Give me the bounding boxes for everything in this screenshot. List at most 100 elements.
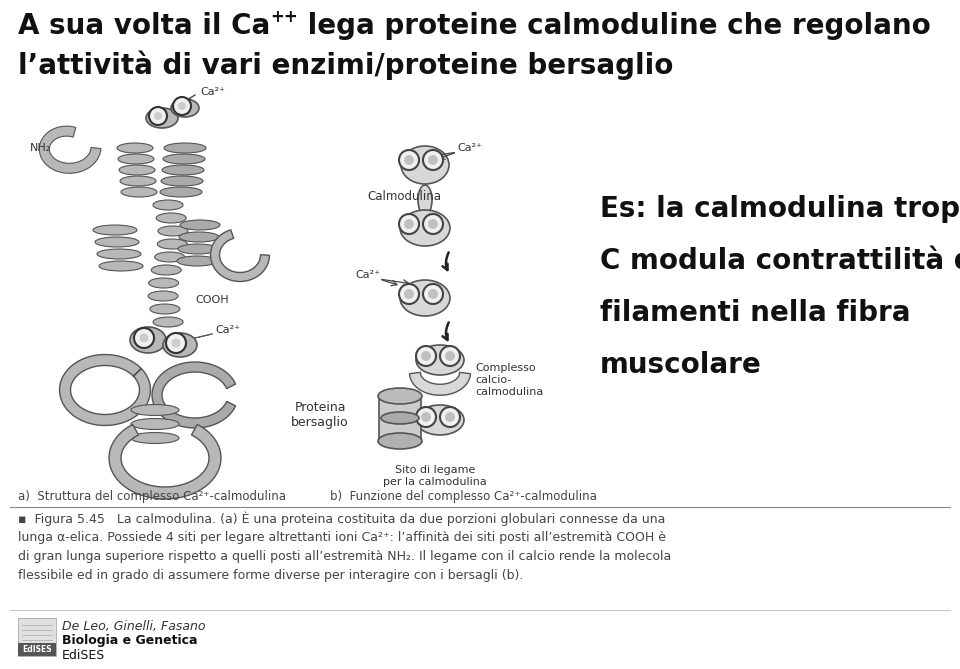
Ellipse shape: [400, 210, 450, 246]
Polygon shape: [152, 362, 235, 428]
Polygon shape: [410, 373, 470, 395]
Text: lunga α-elica. Possiede 4 siti per legare altrettanti ioni Ca²⁺: l’affinità dei : lunga α-elica. Possiede 4 siti per legar…: [18, 531, 666, 544]
Ellipse shape: [131, 405, 179, 415]
Text: Ca²⁺: Ca²⁺: [457, 143, 482, 153]
Text: Complesso
calcio-
calmodulina: Complesso calcio- calmodulina: [475, 363, 543, 397]
Circle shape: [166, 333, 186, 353]
Ellipse shape: [124, 179, 156, 185]
Text: Sito di legame
per la calmodulina: Sito di legame per la calmodulina: [383, 465, 487, 486]
Polygon shape: [60, 355, 151, 425]
Ellipse shape: [184, 223, 220, 229]
Ellipse shape: [123, 167, 155, 175]
Text: C modula contrattilità dei: C modula contrattilità dei: [600, 247, 960, 275]
Ellipse shape: [121, 187, 157, 197]
Ellipse shape: [163, 333, 197, 357]
Polygon shape: [109, 424, 221, 499]
Ellipse shape: [416, 405, 464, 435]
Circle shape: [154, 112, 162, 120]
Ellipse shape: [381, 412, 419, 424]
Ellipse shape: [135, 421, 179, 429]
Ellipse shape: [152, 265, 181, 275]
Ellipse shape: [99, 240, 139, 246]
Text: A sua volta il Ca: A sua volta il Ca: [18, 12, 271, 40]
Circle shape: [178, 102, 186, 110]
Circle shape: [428, 155, 438, 165]
Text: b)  Funzione del complesso Ca²⁺-calmodulina: b) Funzione del complesso Ca²⁺-calmoduli…: [330, 490, 597, 503]
Text: NH₂: NH₂: [30, 143, 51, 153]
Ellipse shape: [401, 146, 449, 184]
Bar: [18, 618, 56, 656]
Ellipse shape: [131, 419, 179, 429]
Circle shape: [399, 150, 419, 170]
Text: ▪  Figura 5.45   La calmodulina. (a) È una proteina costituita da due porzioni g: ▪ Figura 5.45 La calmodulina. (a) È una …: [18, 512, 665, 527]
Circle shape: [416, 346, 436, 366]
Circle shape: [423, 284, 443, 304]
Ellipse shape: [171, 99, 199, 117]
Circle shape: [428, 289, 438, 299]
Circle shape: [440, 346, 460, 366]
Ellipse shape: [162, 165, 204, 175]
Text: EdISES: EdISES: [22, 646, 52, 654]
Circle shape: [173, 97, 191, 115]
Ellipse shape: [97, 227, 137, 235]
Ellipse shape: [177, 256, 217, 266]
Text: ++: ++: [271, 8, 298, 26]
Ellipse shape: [157, 239, 187, 249]
Text: Proteina
bersaglio: Proteina bersaglio: [291, 401, 348, 429]
Ellipse shape: [153, 317, 183, 327]
Circle shape: [139, 334, 149, 343]
Ellipse shape: [158, 226, 188, 236]
Circle shape: [134, 328, 154, 348]
Ellipse shape: [118, 154, 154, 164]
Ellipse shape: [125, 189, 157, 197]
Ellipse shape: [153, 200, 183, 210]
Ellipse shape: [99, 261, 143, 271]
Circle shape: [423, 150, 443, 170]
Polygon shape: [210, 230, 270, 282]
Circle shape: [445, 412, 455, 422]
Text: muscolare: muscolare: [600, 351, 761, 379]
Bar: [18, 643, 56, 656]
Ellipse shape: [181, 258, 217, 266]
Ellipse shape: [183, 235, 219, 242]
Ellipse shape: [160, 187, 202, 197]
Ellipse shape: [378, 433, 422, 449]
Circle shape: [172, 339, 180, 347]
Circle shape: [149, 107, 167, 125]
Ellipse shape: [103, 264, 143, 270]
Text: EdiSES: EdiSES: [62, 649, 106, 662]
FancyBboxPatch shape: [379, 393, 421, 444]
Ellipse shape: [164, 189, 202, 197]
Ellipse shape: [97, 249, 141, 259]
Text: Es: la calmodulina troponina: Es: la calmodulina troponina: [600, 195, 960, 223]
Polygon shape: [39, 126, 101, 173]
Circle shape: [404, 289, 414, 299]
Text: flessibile ed in grado di assumere forme diverse per interagire con i bersagli (: flessibile ed in grado di assumere forme…: [18, 569, 523, 582]
Ellipse shape: [117, 143, 153, 153]
Ellipse shape: [179, 232, 219, 242]
Ellipse shape: [165, 179, 203, 185]
Ellipse shape: [131, 432, 179, 444]
Ellipse shape: [146, 108, 178, 128]
Ellipse shape: [148, 291, 179, 301]
Circle shape: [421, 412, 431, 422]
Ellipse shape: [93, 225, 137, 235]
Text: Ca²⁺: Ca²⁺: [215, 325, 240, 335]
Circle shape: [404, 155, 414, 165]
Ellipse shape: [182, 246, 218, 254]
Text: COOH: COOH: [195, 295, 228, 305]
Ellipse shape: [121, 145, 153, 153]
Ellipse shape: [168, 145, 206, 153]
Text: l’attività di vari enzimi/proteine bersaglio: l’attività di vari enzimi/proteine bersa…: [18, 50, 673, 80]
Ellipse shape: [167, 157, 205, 163]
Ellipse shape: [149, 278, 179, 288]
Circle shape: [445, 351, 455, 361]
Ellipse shape: [156, 213, 186, 223]
Text: filamenti nella fibra: filamenti nella fibra: [600, 299, 910, 327]
Ellipse shape: [119, 165, 155, 175]
Circle shape: [399, 214, 419, 234]
Ellipse shape: [166, 167, 204, 175]
Ellipse shape: [150, 304, 180, 314]
Ellipse shape: [418, 185, 432, 215]
Text: di gran lunga superiore rispetto a quelli posti all’estremità NH₂. Il legame con: di gran lunga superiore rispetto a quell…: [18, 550, 671, 563]
